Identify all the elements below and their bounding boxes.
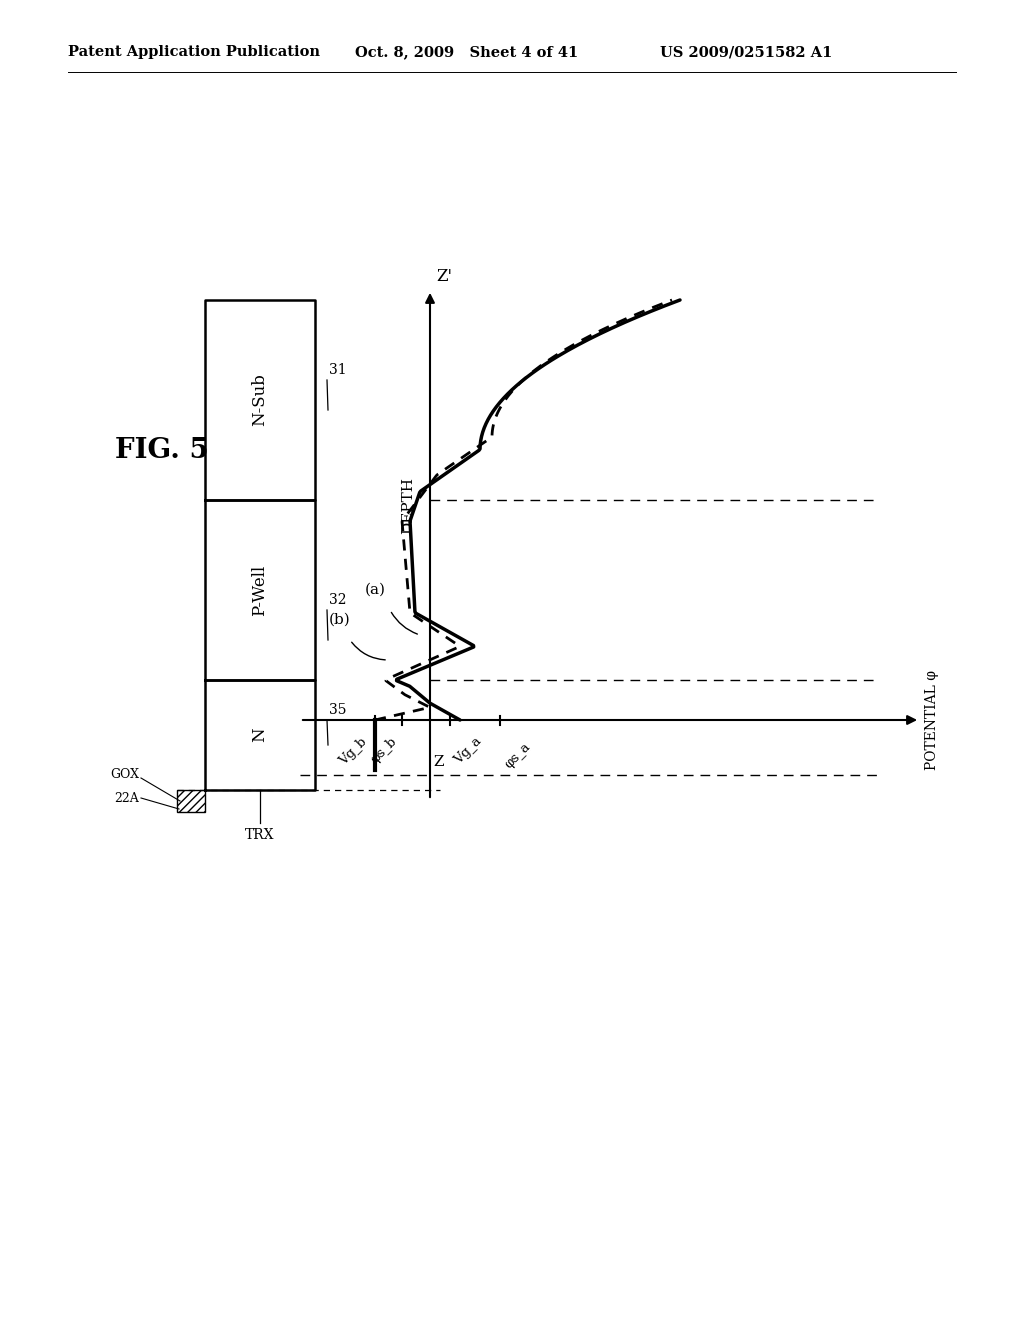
Text: 31: 31 <box>329 363 347 378</box>
Text: US 2009/0251582 A1: US 2009/0251582 A1 <box>660 45 833 59</box>
Text: TRX: TRX <box>246 828 274 842</box>
Text: 22A: 22A <box>115 792 139 804</box>
Text: Vg_a: Vg_a <box>452 735 484 767</box>
Text: P-Well: P-Well <box>252 565 268 615</box>
Text: Patent Application Publication: Patent Application Publication <box>68 45 319 59</box>
Bar <box>177 789 205 812</box>
Text: 35: 35 <box>329 704 346 717</box>
Text: N: N <box>252 727 268 742</box>
Text: (a): (a) <box>365 583 385 597</box>
Text: POTENTIAL φ: POTENTIAL φ <box>925 671 939 770</box>
Text: Z': Z' <box>436 268 452 285</box>
Text: FIG. 5: FIG. 5 <box>115 437 209 463</box>
Text: φs_b: φs_b <box>368 735 399 766</box>
Text: 32: 32 <box>329 593 346 607</box>
Text: Z: Z <box>433 755 443 770</box>
Text: GOX: GOX <box>110 768 139 781</box>
Text: Vg_b: Vg_b <box>337 735 370 768</box>
Text: DEPTH: DEPTH <box>401 477 415 533</box>
Text: Oct. 8, 2009   Sheet 4 of 41: Oct. 8, 2009 Sheet 4 of 41 <box>355 45 579 59</box>
Text: (b): (b) <box>329 612 351 627</box>
Text: N-Sub: N-Sub <box>252 374 268 426</box>
Text: φs_a: φs_a <box>502 741 532 771</box>
